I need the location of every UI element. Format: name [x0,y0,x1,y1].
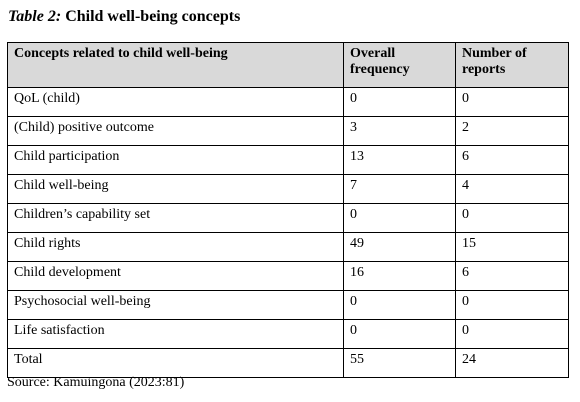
table-number: Table 2: [8,8,62,25]
header-overall-frequency: Overall frequency [343,42,456,88]
reports-cell: 0 [455,87,569,117]
total-frequency-cell: 55 [343,348,456,378]
frequency-cell: 0 [343,203,456,233]
concept-cell: (Child) positive outcome [7,116,344,146]
frequency-cell: 0 [343,319,456,349]
source-note: Source: Kamuingona (2023:81) [7,375,185,390]
table-row: Child rights 49 15 [7,232,569,262]
table-caption: Table 2: Child well-being concepts [8,8,240,26]
header-concepts: Concepts related to child well-being [7,42,344,88]
frequency-cell: 0 [343,290,456,320]
reports-cell: 6 [455,261,569,291]
frequency-cell: 0 [343,87,456,117]
table-row: Life satisfaction 0 0 [7,319,569,349]
concepts-table: Concepts related to child well-being Ove… [7,42,569,378]
concept-cell: Child rights [7,232,344,262]
table-row: Child development 16 6 [7,261,569,291]
reports-cell: 0 [455,203,569,233]
table-row: (Child) positive outcome 3 2 [7,116,569,146]
concept-cell: QoL (child) [7,87,344,117]
reports-cell: 2 [455,116,569,146]
concept-cell: Life satisfaction [7,319,344,349]
concept-cell: Psychosocial well-being [7,290,344,320]
table-row: Child well-being 7 4 [7,174,569,204]
table-row: Child participation 13 6 [7,145,569,175]
header-number-of-reports: Number of reports [455,42,569,88]
frequency-cell: 49 [343,232,456,262]
reports-cell: 4 [455,174,569,204]
frequency-cell: 7 [343,174,456,204]
reports-cell: 0 [455,319,569,349]
table-title: Child well-being concepts [65,8,241,25]
total-row: Total 55 24 [7,348,569,378]
concept-cell: Child development [7,261,344,291]
concept-cell: Child participation [7,145,344,175]
total-reports-cell: 24 [455,348,569,378]
reports-cell: 6 [455,145,569,175]
table-row: QoL (child) 0 0 [7,87,569,117]
total-label-cell: Total [7,348,344,378]
concept-cell: Child well-being [7,174,344,204]
reports-cell: 15 [455,232,569,262]
reports-cell: 0 [455,290,569,320]
frequency-cell: 13 [343,145,456,175]
table-row: Psychosocial well-being 0 0 [7,290,569,320]
table-row: Children’s capability set 0 0 [7,203,569,233]
concept-cell: Children’s capability set [7,203,344,233]
header-row: Concepts related to child well-being Ove… [7,42,569,88]
frequency-cell: 3 [343,116,456,146]
frequency-cell: 16 [343,261,456,291]
